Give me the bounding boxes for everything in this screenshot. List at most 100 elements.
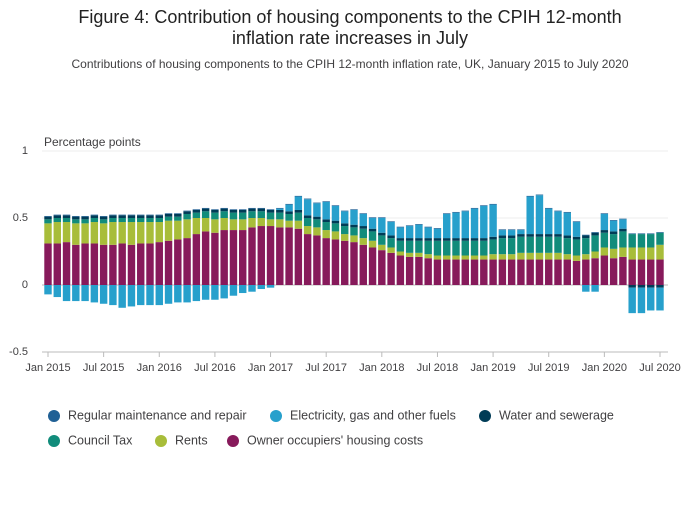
bar-segment — [554, 259, 562, 285]
bar-segment — [637, 285, 646, 288]
bar-segment — [350, 224, 358, 228]
bar-segment — [396, 238, 405, 241]
bar-segment — [313, 235, 321, 285]
bar-segment — [563, 259, 571, 285]
bar-segment — [183, 238, 191, 285]
bar-segment — [257, 285, 265, 290]
bar-segment — [387, 235, 395, 239]
bar-segment — [322, 222, 330, 231]
bar-segment — [220, 230, 228, 285]
bar-segment — [656, 259, 664, 285]
bar-segment — [341, 240, 349, 285]
bar-segment — [443, 255, 451, 260]
bar-segment — [164, 213, 173, 214]
bar-segment — [359, 238, 367, 245]
bar-segment — [294, 212, 303, 221]
y-axis-label: Percentage points — [44, 135, 141, 149]
bar-segment — [276, 212, 284, 220]
bar-segment — [405, 252, 414, 257]
bar-segment — [637, 259, 646, 285]
bar-segment — [164, 220, 173, 241]
bar-segment — [480, 255, 488, 260]
bar-segment — [470, 208, 479, 239]
bar-segment — [322, 230, 330, 239]
y-tick-label: 0.5 — [13, 212, 28, 224]
bar-segment — [229, 212, 238, 220]
bar-segment — [378, 235, 386, 245]
bar-segment — [452, 212, 460, 239]
bar-segment — [637, 233, 646, 235]
bar-segment — [545, 207, 553, 209]
bar-segment — [461, 259, 469, 285]
bar-segment — [303, 218, 312, 227]
bar-segment — [146, 243, 154, 285]
y-tick-label: 1 — [22, 145, 28, 157]
bar-segment — [201, 218, 210, 232]
bar-segment — [563, 235, 571, 239]
bar-segment — [72, 244, 80, 285]
bar-segment — [137, 215, 145, 218]
bar-segment — [656, 285, 664, 288]
bar-segment — [563, 211, 571, 213]
y-tick-label: -0.5 — [9, 346, 28, 358]
bar-segment — [239, 209, 247, 210]
bar-segment — [545, 208, 553, 235]
bar-segment — [507, 254, 516, 260]
bar-segment — [331, 231, 340, 240]
bar-segment — [498, 229, 507, 231]
bar-segment — [174, 285, 182, 303]
bar-segment — [498, 238, 507, 255]
legend-label: Council Tax — [68, 433, 133, 447]
bar-segment — [396, 251, 405, 256]
bar-segment — [517, 259, 525, 285]
bar-segment — [628, 285, 636, 288]
bar-segment — [554, 236, 562, 253]
bar-segment — [452, 211, 460, 213]
bar-segment — [628, 234, 636, 248]
legend-label: Regular maintenance and repair — [68, 408, 247, 422]
bar-segment — [424, 240, 432, 255]
bar-segment — [489, 204, 497, 237]
bar-segment — [572, 236, 581, 240]
bar-segment — [545, 236, 553, 253]
bar-segment — [637, 234, 646, 248]
bar-segment — [155, 218, 163, 223]
bar-segment — [146, 218, 154, 223]
bar-segment — [257, 207, 265, 209]
bar-segment — [350, 209, 358, 210]
bar-segment — [591, 232, 599, 233]
bar-segment — [257, 211, 265, 218]
bar-segment — [443, 240, 451, 256]
bar-segment — [582, 259, 590, 285]
bar-segment — [341, 226, 349, 235]
bar-segment — [526, 259, 534, 285]
bar-segment — [545, 259, 553, 285]
bar-segment — [211, 209, 219, 213]
bar-segment — [637, 287, 646, 314]
bar-segment — [127, 285, 136, 307]
bar-segment — [53, 218, 61, 223]
bar-segment — [470, 240, 479, 256]
bar-segment — [303, 234, 312, 285]
bar-segment — [350, 242, 358, 285]
bar-segment — [174, 239, 182, 285]
bar-segment — [294, 220, 303, 229]
bar-segment — [470, 238, 479, 241]
bar-segment — [109, 285, 117, 306]
bar-segment — [507, 259, 516, 285]
bar-segment — [164, 240, 173, 285]
bar-segment — [387, 222, 395, 236]
bar-segment — [211, 212, 219, 220]
bar-segment — [183, 219, 191, 239]
bar-segment — [266, 209, 275, 210]
bar-segment — [322, 201, 330, 202]
bar-segment — [201, 208, 210, 212]
bar-segment — [155, 215, 163, 218]
bar-segment — [405, 256, 414, 285]
bar-segment — [118, 285, 126, 308]
bar-segment — [174, 213, 182, 214]
bar-segment — [359, 213, 367, 214]
bar-segment — [211, 285, 219, 300]
bar-segment — [424, 227, 432, 239]
